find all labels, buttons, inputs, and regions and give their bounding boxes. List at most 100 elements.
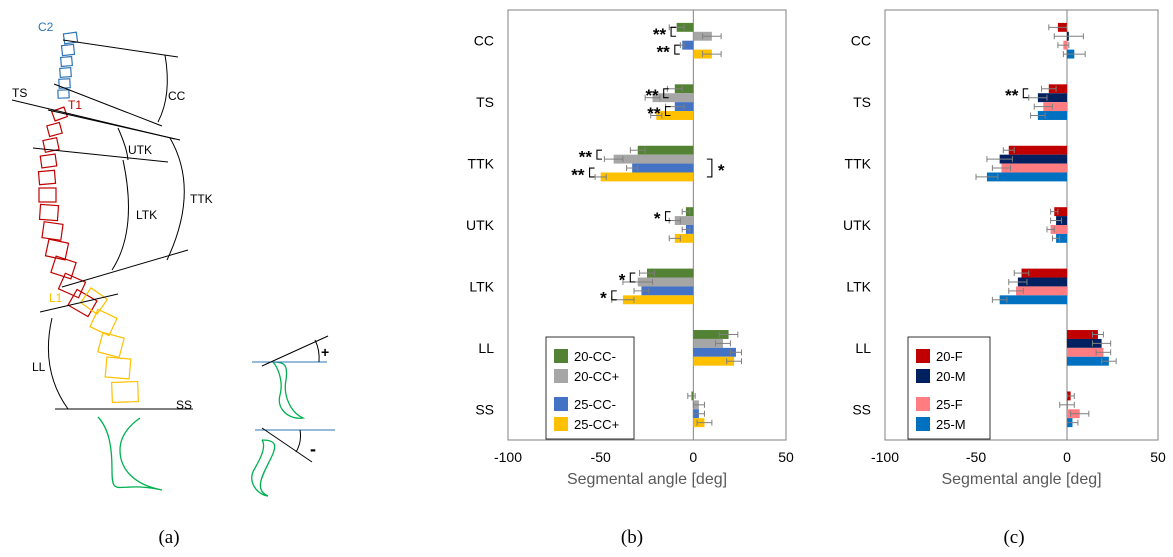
utk-arc bbox=[117, 127, 129, 161]
x-tick-label: -100 bbox=[871, 449, 899, 465]
category-label: UTK bbox=[466, 217, 495, 233]
category-label: TS bbox=[476, 94, 494, 110]
label-utk: UTK bbox=[128, 143, 152, 157]
ttk-arc bbox=[166, 137, 185, 261]
significance-bracket bbox=[674, 44, 680, 55]
bar bbox=[674, 233, 694, 243]
sign-illustration-positive: + bbox=[252, 335, 329, 367]
plot-frame bbox=[507, 9, 787, 441]
thoracic-vertebra bbox=[41, 221, 64, 241]
bar bbox=[693, 338, 723, 348]
bar bbox=[1017, 277, 1067, 287]
legend-swatch bbox=[916, 397, 930, 411]
bar bbox=[674, 216, 694, 225]
significance-label: ** bbox=[653, 25, 667, 44]
x-tick-label: -50 bbox=[966, 449, 986, 465]
chart-c: -100 -50 0 50 Segmental angle [deg] CC TS TTK UT… bbox=[843, 9, 1166, 488]
cc-line-upper bbox=[62, 39, 179, 58]
significance-bracket bbox=[629, 272, 636, 283]
caption-b: (b) bbox=[621, 527, 643, 548]
legend-swatch bbox=[554, 397, 568, 411]
significance-bracket bbox=[664, 106, 671, 117]
label-ltk: LTK bbox=[136, 208, 157, 222]
bar bbox=[674, 84, 694, 94]
cc-line-lower bbox=[53, 83, 163, 127]
ltk-line bbox=[61, 249, 189, 288]
thoracic-vertebra bbox=[39, 153, 58, 169]
significance-bracket bbox=[670, 26, 677, 37]
bar bbox=[676, 22, 694, 32]
x-tick-label: 50 bbox=[1150, 449, 1166, 465]
bar bbox=[637, 145, 694, 155]
bar bbox=[1037, 111, 1067, 120]
legend-swatch bbox=[916, 349, 930, 363]
bar bbox=[1067, 356, 1109, 366]
category-label: LL bbox=[478, 340, 494, 356]
lumbar-vertebra bbox=[89, 308, 118, 337]
category-label: CC bbox=[851, 33, 871, 49]
x-tick-label: -50 bbox=[591, 449, 611, 465]
significance-bracket bbox=[706, 158, 713, 178]
cervical-vertebra bbox=[59, 55, 74, 68]
significance-bracket bbox=[611, 290, 617, 301]
bar bbox=[632, 163, 694, 173]
sign-illustration-negative: - bbox=[255, 427, 335, 463]
thoracic-vertebra bbox=[67, 288, 98, 318]
t1-line bbox=[47, 109, 181, 141]
caption-c: (c) bbox=[1003, 527, 1024, 548]
bar bbox=[999, 295, 1067, 305]
significance-label: ** bbox=[647, 104, 661, 123]
legend-entry: 25-F bbox=[936, 397, 963, 412]
significance-bracket bbox=[664, 211, 671, 222]
bar bbox=[1050, 225, 1067, 234]
legend-swatch bbox=[916, 417, 930, 431]
bar bbox=[647, 268, 694, 278]
thoracic-vertebra bbox=[46, 121, 63, 138]
significance-bracket bbox=[663, 88, 669, 99]
category-label: LL bbox=[855, 340, 871, 356]
legend-entry: 20-F bbox=[936, 349, 963, 364]
legend-entry: 25-CC+ bbox=[574, 417, 619, 432]
bar bbox=[693, 356, 735, 366]
significance-bracket bbox=[1022, 88, 1029, 99]
bar bbox=[1056, 233, 1067, 243]
cc-arc bbox=[157, 54, 168, 123]
thoracic-vertebra bbox=[42, 136, 60, 154]
bar bbox=[1016, 286, 1067, 296]
bar bbox=[999, 154, 1067, 164]
caption-a: (a) bbox=[158, 527, 179, 548]
legend-swatch bbox=[554, 369, 568, 383]
pelvis-small-upper bbox=[272, 361, 306, 419]
bar bbox=[986, 172, 1067, 182]
thoracic-vertebra bbox=[38, 203, 60, 222]
bar bbox=[622, 295, 694, 305]
legend-entry: 20-CC- bbox=[574, 349, 616, 364]
x-tick-label: -100 bbox=[494, 449, 522, 465]
label-c2: C2 bbox=[38, 20, 54, 34]
ll-arc bbox=[47, 317, 69, 410]
bar bbox=[641, 286, 694, 296]
cervical-vertebra bbox=[57, 89, 70, 99]
label-ll: LL bbox=[32, 360, 46, 374]
thoracic-vertebra bbox=[38, 187, 57, 203]
bar bbox=[613, 154, 694, 164]
pelvis-small-lower bbox=[251, 439, 276, 497]
cervical-vertebrae bbox=[57, 31, 79, 99]
legend: 20-F 20-M 25-F 25-M bbox=[907, 336, 991, 440]
legend-swatch bbox=[554, 417, 568, 431]
legend-entry: 25-M bbox=[936, 417, 966, 432]
category-label: LTK bbox=[846, 278, 871, 294]
significance-label: ** bbox=[579, 148, 593, 167]
category-label: SS bbox=[852, 401, 871, 417]
pelvis-outline bbox=[97, 416, 163, 491]
category-label: LTK bbox=[469, 278, 494, 294]
legend-entry: 20-M bbox=[936, 369, 966, 384]
bar bbox=[1043, 102, 1067, 112]
sign-positive: + bbox=[321, 344, 329, 360]
bar bbox=[682, 40, 694, 50]
significance-label: ** bbox=[1005, 86, 1019, 105]
thoracic-vertebra bbox=[57, 272, 87, 299]
label-ss: SS bbox=[176, 398, 192, 412]
